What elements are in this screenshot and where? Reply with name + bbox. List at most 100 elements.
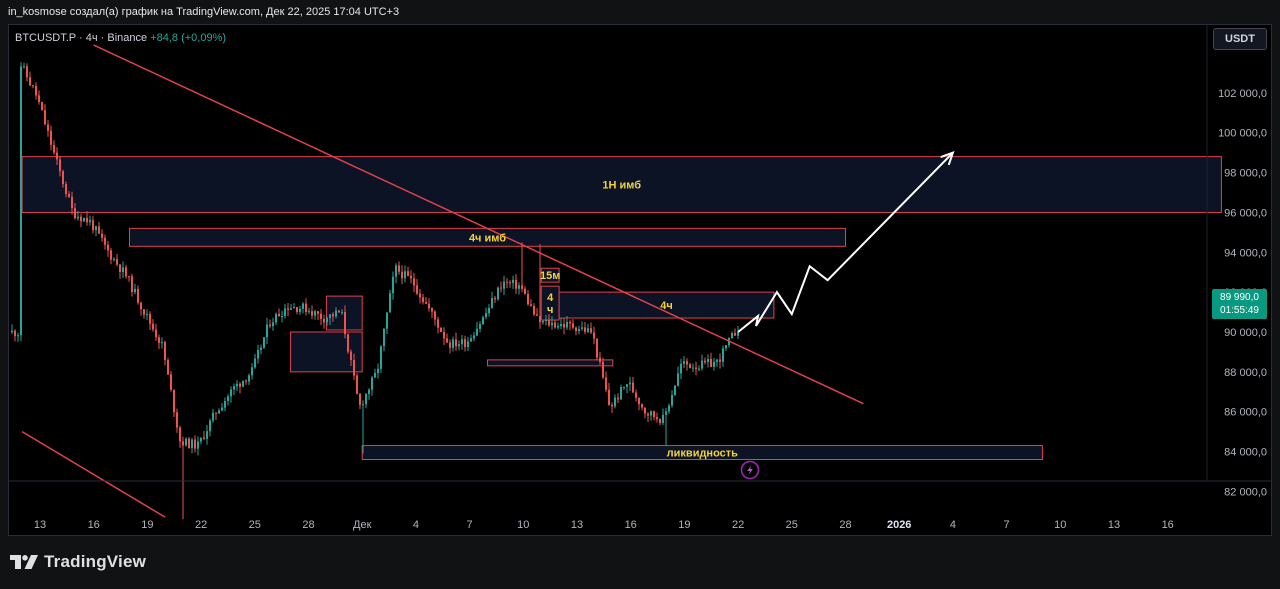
candle-body-136 [419,293,421,298]
tradingview-logo-icon [10,555,38,569]
candle-body-200 [611,405,613,407]
candle-body-240 [731,333,733,339]
candle-body-125 [386,312,388,329]
candle-body-15 [56,152,58,160]
candle-body-81 [254,358,256,368]
lightning-icon[interactable] [740,460,760,480]
candle-body-87 [272,322,274,327]
candle-body-25 [86,217,88,223]
time-tick-9: 10 [517,519,529,531]
candle-body-137 [422,297,424,303]
candle-body-188 [575,327,577,331]
candle-body-198 [605,377,607,390]
candle-body-112 [347,334,349,352]
candle-body-101 [314,311,316,316]
candle-body-169 [518,285,520,289]
axes-layer: 82 000,0 84 000,0 86 000,0 88 000,0 90 000,0… [9,25,1271,531]
candle-body-167 [512,279,514,283]
time-tick-20: 13 [1108,519,1120,531]
time-tick-21: 16 [1162,519,1174,531]
price-tick-8: 98 000,0 [1224,168,1267,180]
projection-arrowhead [940,151,955,166]
candle-body-180 [551,322,553,326]
candle-body-138 [425,302,427,304]
candle-body-72 [227,396,229,401]
candle-body-215 [656,417,658,420]
candle-body-106 [329,314,331,319]
candle-body-105 [326,318,328,323]
candle-body-88 [275,313,277,323]
time-tick-10: 13 [571,519,583,531]
candle-body-120 [371,377,373,390]
candle-body-237 [722,348,724,362]
zone-label-5: ч [547,304,553,316]
candle-body-194 [593,332,595,339]
candle-body-164 [503,281,505,289]
candle-body-223 [680,363,682,374]
candle-body-102 [317,311,319,314]
candle-body-76 [239,383,241,387]
candle-body-242 [737,332,739,336]
candle-body-53 [170,374,172,390]
candle-body-135 [416,285,418,294]
candle-body-12 [47,124,49,131]
candle-body-0 [11,330,13,333]
candle-body-89 [278,313,280,317]
candle-body-207 [632,382,634,393]
candle-body-83 [260,347,262,351]
candle-body-213 [650,411,652,416]
candle-body-172 [527,293,529,305]
candle-body-71 [224,400,226,408]
zone-label-1: 4ч имб [469,232,506,244]
chart-frame[interactable]: 1H имб 4ч имб 15м 4 ч 4ч ликвидность 82 000,0 8… [8,24,1272,536]
symbol-name[interactable]: BTCUSDT.P [15,32,76,44]
candle-body-147 [452,339,454,348]
footer-logo[interactable]: TradingView [10,552,146,572]
time-tick-18: 7 [1004,519,1010,531]
candle-body-2 [17,335,19,337]
separator: · [100,32,105,44]
candle-body-23 [80,216,82,222]
candle-body-211 [644,407,646,414]
candle-body-115 [356,375,358,394]
candle-body-9 [38,95,40,103]
price-tick-9: 100 000,0 [1218,128,1267,140]
candle-body-232 [707,359,709,363]
candle-body-3 [20,66,22,336]
trendline-0 [93,44,864,405]
candle-body-190 [581,327,583,330]
candle-body-166 [509,282,511,284]
candle-body-193 [590,328,592,333]
candle-body-158 [485,313,487,318]
candle-body-238 [725,345,727,349]
zone-7 [487,359,614,367]
zone-8 [361,445,1043,460]
candle-body-187 [572,323,574,328]
time-tick-8: 7 [467,519,473,531]
candle-body-241 [734,333,736,336]
time-tick-16: 2026 [887,519,911,531]
candle-body-139 [428,303,430,309]
timeframe[interactable]: 4ч [85,32,98,44]
candle-body-130 [401,271,403,279]
candle-body-7 [32,85,34,87]
candle-body-206 [629,382,631,385]
candle-body-149 [458,344,460,347]
candle-body-96 [299,308,301,312]
candle-body-154 [473,335,475,339]
candle-body-174 [533,305,535,315]
candle-body-73 [230,389,232,397]
zone-label-0: 1H имб [602,180,641,192]
candle-body-55 [176,412,178,428]
candle-body-74 [233,386,235,390]
candle-body-8 [35,86,37,96]
currency-button[interactable]: USDT [1213,28,1267,50]
candle-body-191 [584,327,586,332]
candle-body-98 [305,303,307,313]
candle-body-142 [437,319,439,328]
candle-body-236 [719,359,721,362]
candle-body-82 [257,350,259,359]
candle-body-111 [344,312,346,335]
candle-body-132 [407,271,409,276]
